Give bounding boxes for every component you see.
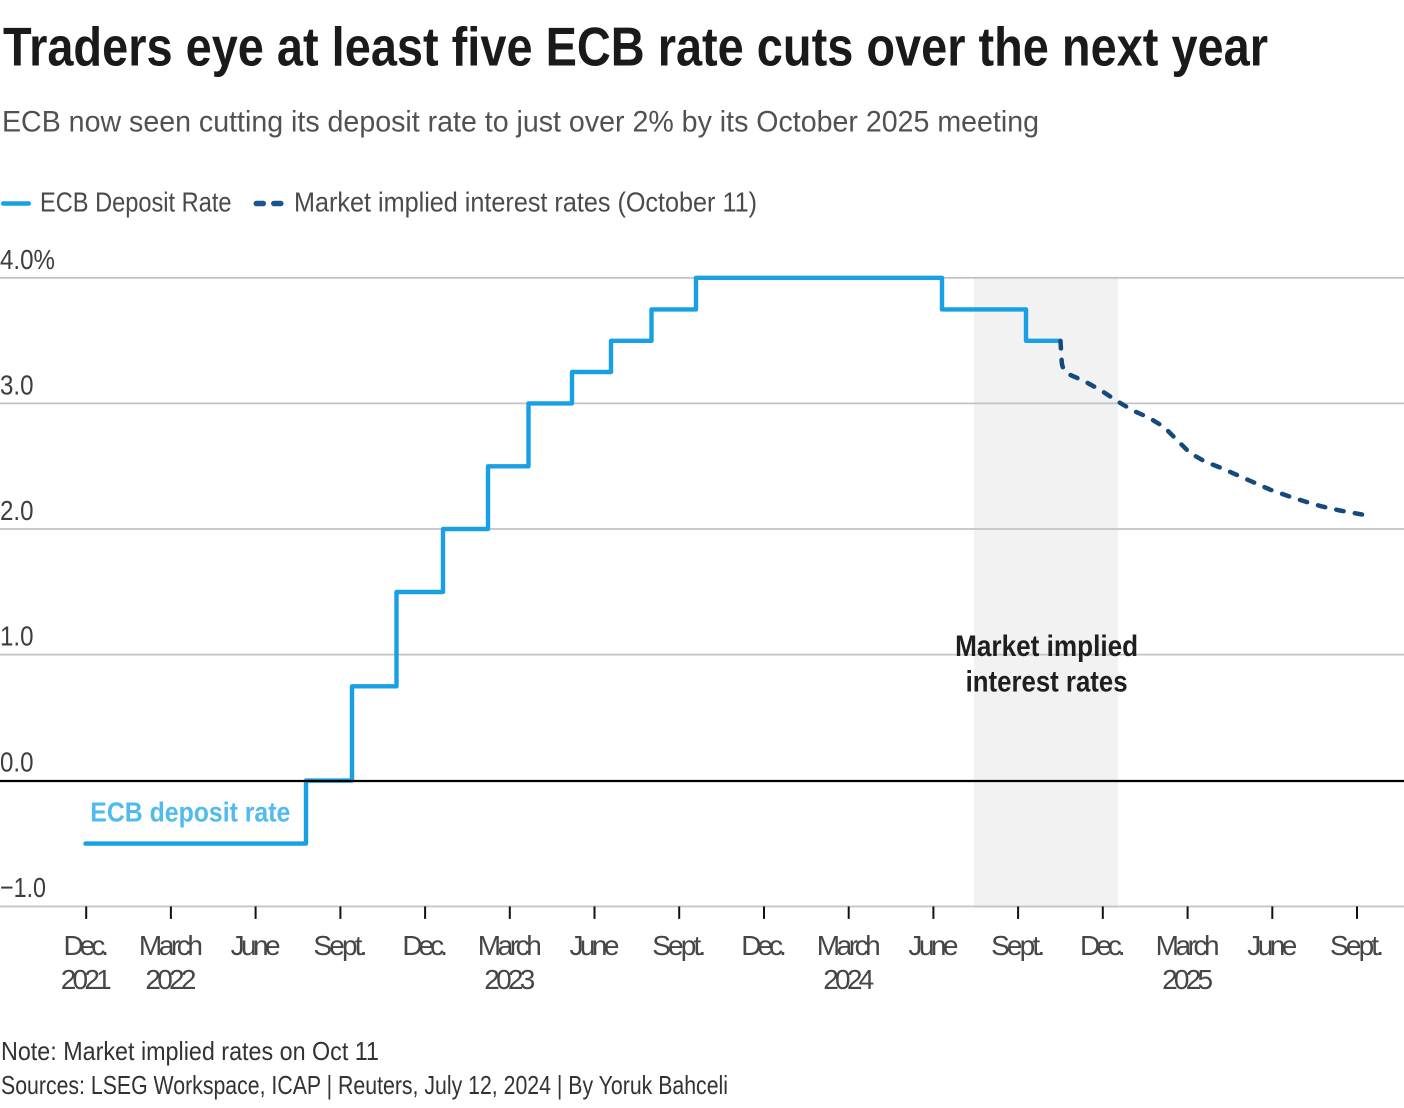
svg-text:Sept.: Sept. — [652, 930, 706, 961]
svg-text:0.0: 0.0 — [0, 746, 34, 777]
svg-text:June: June — [1247, 930, 1297, 961]
svg-text:June: June — [231, 930, 281, 961]
svg-text:March: March — [1156, 930, 1220, 961]
svg-text:Sources: LSEG Workspace, ICAP: Sources: LSEG Workspace, ICAP | Reuters,… — [1, 1070, 728, 1100]
svg-text:Sept.: Sept. — [991, 930, 1045, 961]
svg-text:2025: 2025 — [1162, 964, 1213, 995]
svg-text:Dec.: Dec. — [63, 930, 109, 961]
svg-text:ECB now seen cutting its depos: ECB now seen cutting its deposit rate to… — [2, 106, 1039, 139]
svg-text:−1.0: −1.0 — [0, 872, 46, 903]
svg-text:March: March — [478, 930, 542, 961]
svg-text:ECB Deposit Rate: ECB Deposit Rate — [40, 186, 232, 217]
svg-text:June: June — [908, 930, 958, 961]
svg-text:March: March — [817, 930, 881, 961]
svg-text:3.0: 3.0 — [0, 370, 34, 401]
svg-text:March: March — [139, 930, 203, 961]
svg-text:4.0%: 4.0% — [0, 244, 55, 275]
svg-text:Dec.: Dec. — [402, 930, 448, 961]
svg-text:1.0: 1.0 — [0, 621, 34, 652]
svg-text:Traders eye at least five ECB: Traders eye at least five ECB rate cuts … — [3, 16, 1268, 78]
svg-text:2022: 2022 — [145, 964, 196, 995]
svg-text:2.0: 2.0 — [0, 495, 34, 526]
svg-text:Note: Market implied rates on: Note: Market implied rates on Oct 11 — [1, 1036, 379, 1066]
svg-text:Dec.: Dec. — [741, 930, 787, 961]
svg-text:Dec.: Dec. — [1080, 930, 1126, 961]
svg-text:Market implied: Market implied — [955, 630, 1138, 663]
svg-text:Sept.: Sept. — [313, 930, 367, 961]
svg-text:Sept.: Sept. — [1330, 930, 1384, 961]
svg-text:June: June — [570, 930, 620, 961]
svg-text:interest rates: interest rates — [966, 665, 1128, 698]
svg-text:Market implied interest rates: Market implied interest rates (October 1… — [294, 186, 757, 217]
svg-text:2021: 2021 — [61, 964, 112, 995]
svg-text:ECB deposit rate: ECB deposit rate — [90, 797, 290, 828]
svg-text:2024: 2024 — [823, 964, 874, 995]
svg-text:2023: 2023 — [484, 964, 535, 995]
